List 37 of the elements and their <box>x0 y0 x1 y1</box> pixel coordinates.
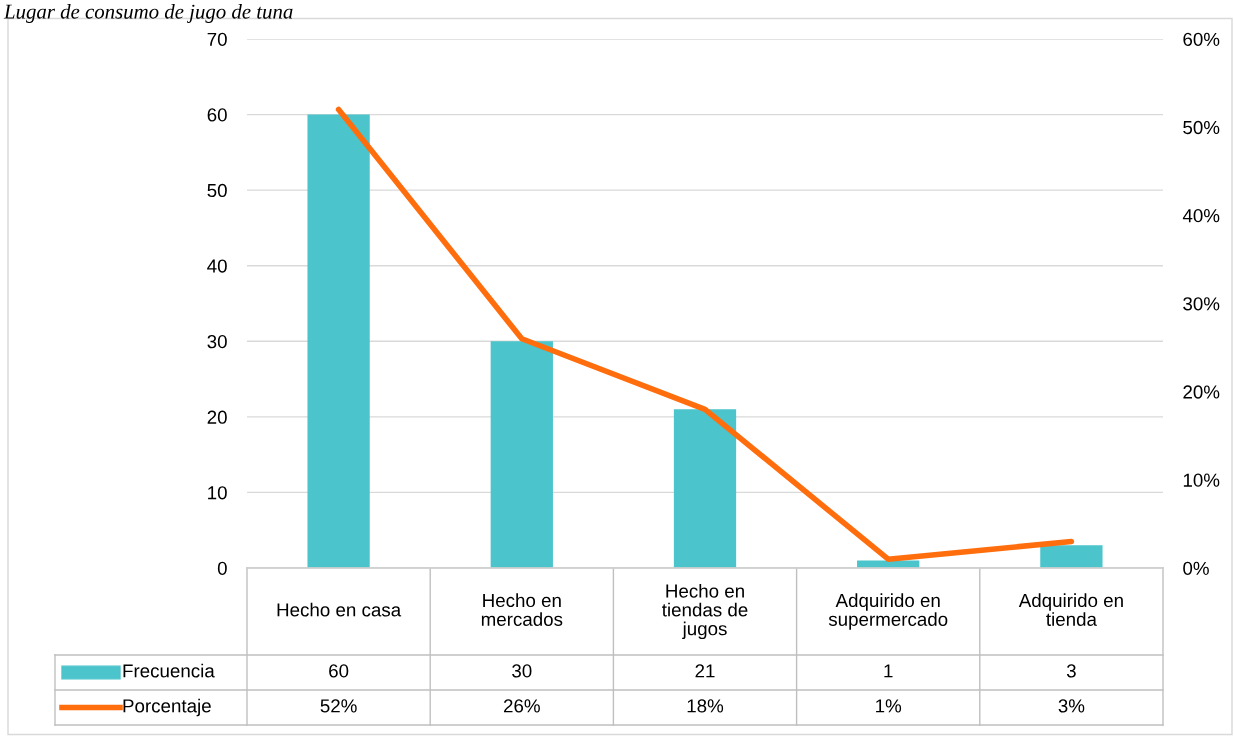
data-label: 21 <box>695 664 715 678</box>
y-tick-label: 40 <box>207 259 227 273</box>
legend-label: Porcentaje <box>123 698 211 717</box>
y-tick-label: 30 <box>207 334 227 349</box>
x-tick-label: Adquirido en supermercado <box>828 593 948 630</box>
data-label: 1 <box>884 664 893 678</box>
y-tick-label: 10 <box>208 486 227 500</box>
y2-tick-label: 40% <box>1182 209 1220 223</box>
bar <box>307 114 370 568</box>
data-label: 18% <box>687 699 724 713</box>
y2-tick-label: 10% <box>1183 473 1220 487</box>
legend-label: Frecuencia <box>123 663 215 678</box>
y2-tick-label: 60% <box>1183 32 1220 46</box>
y2-tick-label: 0% <box>1183 561 1209 575</box>
bar <box>490 341 553 568</box>
data-label: 3 <box>1066 664 1076 678</box>
y-tick-label: 50 <box>207 183 227 198</box>
data-label: 26% <box>503 699 540 713</box>
y-tick-label: 70 <box>207 32 227 46</box>
bar <box>673 409 737 568</box>
bar <box>1040 545 1103 568</box>
y2-tick-label: 50% <box>1183 120 1220 135</box>
data-label: 3% <box>1058 699 1085 713</box>
data-label: 1% <box>876 699 902 713</box>
data-label: 52% <box>320 699 357 713</box>
y2-tick-label: 20% <box>1183 385 1220 399</box>
data-label: 30 <box>512 664 532 678</box>
x-tick-label: Hecho en casa <box>277 602 402 617</box>
y-tick-label: 20 <box>207 410 227 424</box>
chart-title: Lugar de consumo de jugo de tuna <box>3 4 293 23</box>
x-tick-label: Hecho en tiendas de jugos <box>662 583 748 640</box>
x-tick-label: Adquirido en tienda <box>1018 593 1123 626</box>
x-tick-label: Hecho en mercados <box>481 593 563 626</box>
y-tick-label: 60 <box>207 108 227 122</box>
y2-tick-label: 30% <box>1183 297 1220 311</box>
y-tick-label: 0 <box>217 561 227 575</box>
data-label: 60 <box>329 664 349 678</box>
